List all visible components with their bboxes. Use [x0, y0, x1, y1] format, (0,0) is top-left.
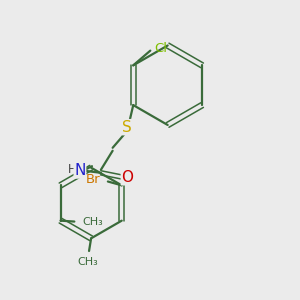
Text: CH₃: CH₃: [78, 257, 98, 267]
Text: S: S: [122, 120, 132, 135]
Text: Br: Br: [85, 172, 100, 186]
Text: O: O: [122, 170, 134, 185]
Text: Cl: Cl: [155, 42, 168, 55]
Text: H: H: [68, 163, 77, 176]
Text: N: N: [74, 163, 86, 178]
Text: CH₃: CH₃: [82, 217, 103, 227]
